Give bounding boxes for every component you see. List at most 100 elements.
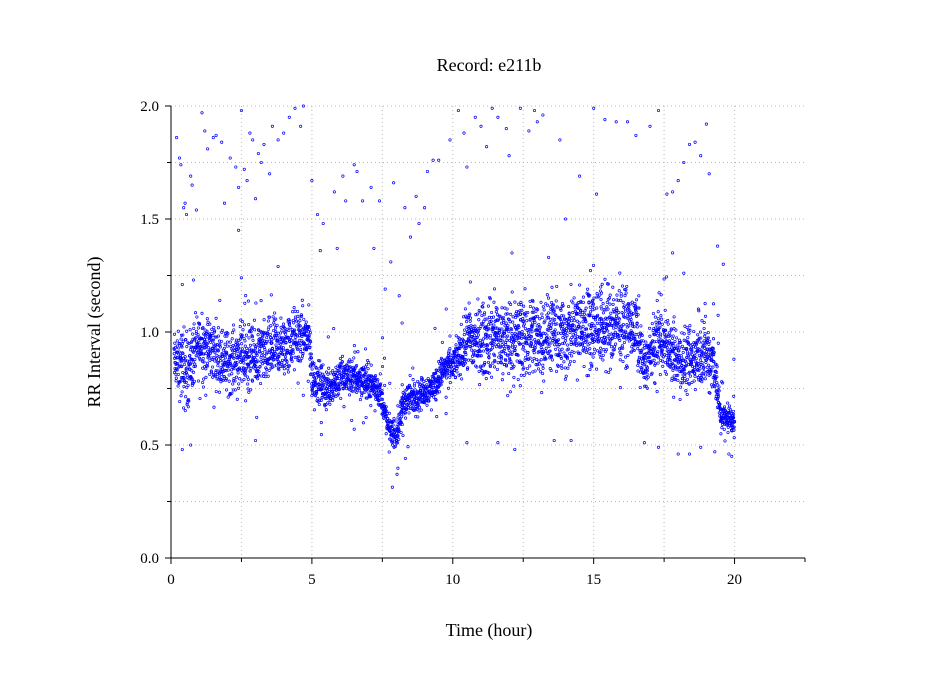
data-point [568,315,572,319]
data-point [307,333,311,337]
data-point [215,377,219,381]
data-point [658,341,662,345]
data-point [258,365,262,369]
data-point [640,333,644,337]
data-point [180,282,184,287]
data-point [246,387,250,391]
data-point [518,309,522,313]
data-point [566,343,570,347]
data-point [297,359,301,363]
data-point [732,394,736,398]
data-point [506,327,510,331]
data-point [601,358,605,362]
data-point [249,354,253,358]
data-point [597,339,601,343]
data-point [566,366,570,370]
data-point [251,138,255,142]
data-point [256,366,260,371]
data-point [357,379,361,383]
data-point [476,354,480,358]
data-point [512,338,516,342]
data-point [240,379,244,383]
data-point [594,192,599,196]
data-point [268,332,272,336]
data-point [327,366,331,370]
data-point [328,402,332,406]
data-point [569,282,573,286]
data-point [556,364,560,368]
data-point [293,328,297,332]
data-point [198,396,202,401]
data-point [658,321,662,325]
data-point [535,120,539,124]
data-point [481,305,485,309]
data-point [503,362,507,367]
data-point [590,363,594,367]
data-point [495,307,499,311]
data-point [301,351,305,355]
data-point [517,325,521,329]
data-point [704,360,708,364]
data-point [225,344,229,348]
data-point [716,341,720,345]
data-point [504,321,508,325]
data-point [540,347,544,351]
data-point [331,395,335,399]
data-point [314,366,318,370]
data-point [692,379,696,383]
data-point [478,345,482,349]
data-point [265,367,269,371]
data-point [547,328,551,332]
data-point [485,145,489,149]
data-point [611,302,615,306]
data-point [711,302,716,306]
data-point [583,309,587,313]
data-point [578,351,582,355]
data-point [668,333,672,337]
data-point [552,320,556,325]
data-point [578,174,582,178]
data-point [555,322,559,326]
data-point [635,325,639,329]
data-point [702,365,706,369]
data-point [507,330,511,334]
data-point [715,365,719,369]
data-point [399,430,403,435]
data-point [563,339,567,343]
data-point [685,347,689,351]
data-point [648,334,652,338]
data-point [173,346,177,350]
data-point [558,322,563,327]
data-point [232,356,236,360]
data-point [267,339,271,343]
data-point [726,430,730,435]
data-point [204,393,208,397]
data-point [527,129,531,133]
data-point [617,317,622,321]
data-point [624,288,628,292]
data-point [592,296,596,300]
data-point [227,373,231,377]
data-point [200,326,204,330]
data-point [272,336,276,340]
data-point [588,310,592,314]
data-point [214,316,218,320]
data-point [196,350,200,354]
data-point [212,330,216,334]
data-point [500,327,504,331]
data-point [451,356,455,360]
data-point [704,122,708,126]
data-point [673,364,678,368]
data-point [540,315,544,320]
data-point [194,335,198,339]
data-point [363,372,367,376]
data-point [590,322,594,326]
data-point [610,336,614,340]
data-point [520,336,524,340]
data-point [546,316,550,320]
data-point [686,336,690,340]
data-point [585,327,589,331]
data-point [665,192,669,196]
data-point [671,251,675,255]
data-point [242,361,246,365]
